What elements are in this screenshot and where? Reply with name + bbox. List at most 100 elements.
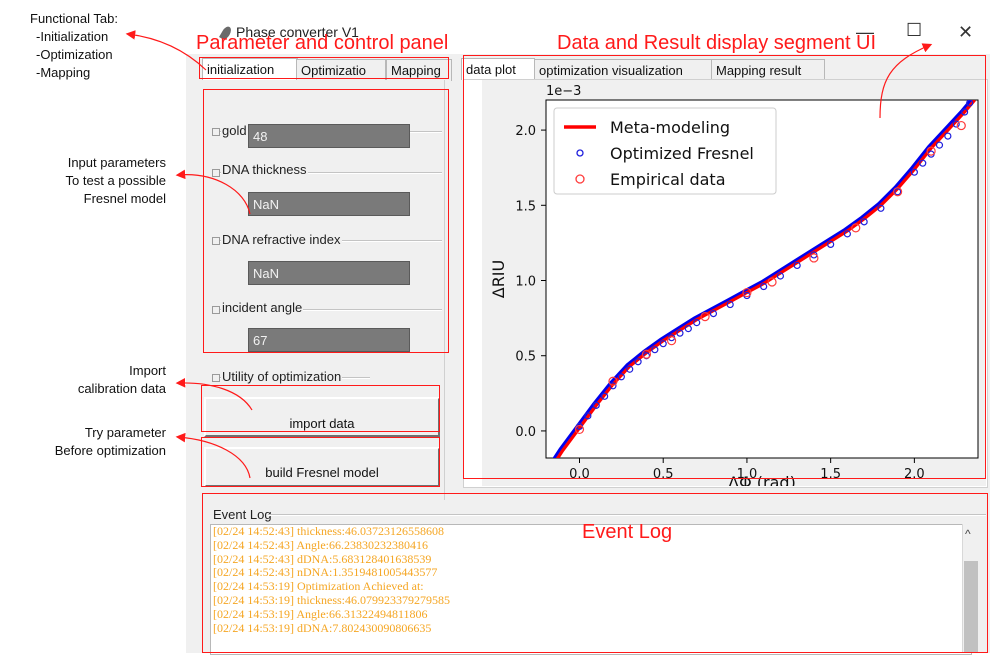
event-log-title: Event Log [212,507,273,522]
fresnel-point [952,120,960,128]
fresnel-point [793,261,801,270]
empirical-point [809,253,819,263]
fresnel-point [877,204,885,212]
series-layer [552,100,976,458]
dna-refractive-index-input[interactable]: NaN [248,261,410,285]
event-log-highlight-box [202,493,988,653]
fresnel-point [709,309,718,318]
scroll-up-icon[interactable]: ^ [965,527,971,541]
fresnel-point [827,240,835,249]
anno-line: Before optimization [54,443,166,458]
y-tick-label: 2.0 [515,124,536,139]
tab-mapping[interactable]: Mapping [386,59,452,81]
anno-line: -Mapping [36,65,91,80]
dna-thickness-input[interactable]: NaN [248,192,410,216]
fresnel-point [684,325,692,333]
annotation-import-calibration: Import calibration data [0,362,166,398]
annotation-display-segment: Data and Result display segment UI [557,32,877,54]
empirical-point [700,312,710,322]
fresnel-point [919,159,927,167]
display-highlight-box [463,55,986,479]
legend-swatch-marker [575,174,585,184]
event-log-divider [268,514,986,516]
fresnel-point [966,100,974,107]
empirical-point [666,336,677,346]
log-line: [02/24 14:52:43] Angle:66.23830232380416 [213,537,428,552]
fresnel-point [910,168,918,176]
maximize-button[interactable]: ☐ [906,20,923,40]
anno-line: -Optimization [36,47,113,62]
title-bar [186,16,990,54]
log-line: [02/24 14:52:43] nDNA:1.3519481005443577 [213,565,438,580]
anno-line: To test a possible [65,173,166,188]
fresnel-point [961,108,969,116]
group-divider [220,309,442,311]
scrollbar-thumb[interactable] [964,561,978,653]
field-label: DNA thickness [221,162,308,177]
anno-line: Import [129,363,166,378]
legend-label: Empirical data [610,170,726,189]
annotation-functional-tab: Functional Tab: -Initialization -Optimiz… [0,10,130,82]
annotation-try-parameter: Try parameter Before optimization [0,424,166,460]
y-tick-label: 0.5 [515,350,536,365]
empirical-point [641,349,652,359]
empirical-point [608,376,618,386]
fresnel-curve [552,100,973,458]
anno-line: -Initialization [36,29,109,44]
log-line: [02/24 14:53:19] Optimization Achieved a… [213,579,424,594]
left-tab-strip: initialization Optimizatio Mapping [200,58,452,81]
inputs-highlight-box [203,89,449,353]
legend-swatch-marker [576,149,584,157]
data-plot-chart[interactable]: 0.0 0.5 1.0 1.5 2.00.00.51.01.52.0 1e−3 ΔΦ (… [464,80,986,486]
log-line: [02/24 14:52:43] thickness:46.0372312655… [213,524,444,538]
minimize-button[interactable]: — [856,22,874,42]
y-tick-label: 1.0 [515,275,536,290]
empirical-point [956,120,966,131]
close-button[interactable]: ✕ [958,22,974,42]
log-line: [02/24 14:53:19] dDNA:7.802430090806635 [213,620,432,635]
anno-line: Functional Tab: [30,11,118,26]
build-highlight-box [201,437,440,487]
fresnel-point [726,300,734,309]
y-tick-label: 0.0 [515,425,536,440]
fresnel-point [634,358,642,366]
fresnel-point [935,141,944,149]
anno-line: Fresnel model [83,191,166,206]
tab-optimization-visualization[interactable]: optimization visualization [534,59,712,81]
tab-initialization[interactable]: initialization [202,58,298,80]
group-checkbox [212,306,220,314]
group-checkbox [212,128,220,136]
tab-optimization[interactable]: Optimizatio [296,59,386,81]
log-line: [02/24 14:52:43] dDNA:5.683128401638539 [213,551,432,566]
window-title: Phase converter V1 [236,24,359,40]
fresnel-point [659,340,667,348]
x-axis-label: ΔΦ (rad) [728,473,796,486]
event-log-box[interactable]: [02/24 14:52:43] thickness:46.0372312655… [210,524,972,655]
fresnel-point [760,282,768,291]
tabs-highlight-box [199,57,449,79]
group-divider [220,172,442,174]
annotation-param-panel: Parameter and control panel [196,32,449,54]
fresnel-point [626,365,634,373]
fresnel-point [617,373,625,381]
fresnel-point [944,132,952,140]
incident-angle-input[interactable]: 67 [248,328,410,352]
gold-thickness-input[interactable]: 48 [248,124,410,148]
log-line: [02/24 14:53:19] thickness:46.0799233792… [213,592,450,607]
group-checkbox [212,374,220,382]
empirical-point [574,424,585,435]
fresnel-point [651,346,659,354]
scale-label: 1e−3 [546,84,581,99]
utility-label: Utility of optimization [221,369,343,384]
legend-label: Meta-modeling [610,118,730,137]
fresnel-point [601,392,609,400]
tab-data-plot[interactable]: data plot [461,58,535,80]
chart-legend: Meta-modeling Optimized Fresnel Empirical … [553,107,777,195]
empirical-point [767,277,777,287]
fresnel-point [693,319,701,327]
anno-line: Input parameters [67,155,166,170]
log-line: [02/24 14:53:19] Angle:66.31322494811806 [213,606,428,621]
tab-mapping-result[interactable]: Mapping result [711,59,825,81]
fresnel-point [584,412,592,420]
field-label: incident angle [221,300,304,315]
